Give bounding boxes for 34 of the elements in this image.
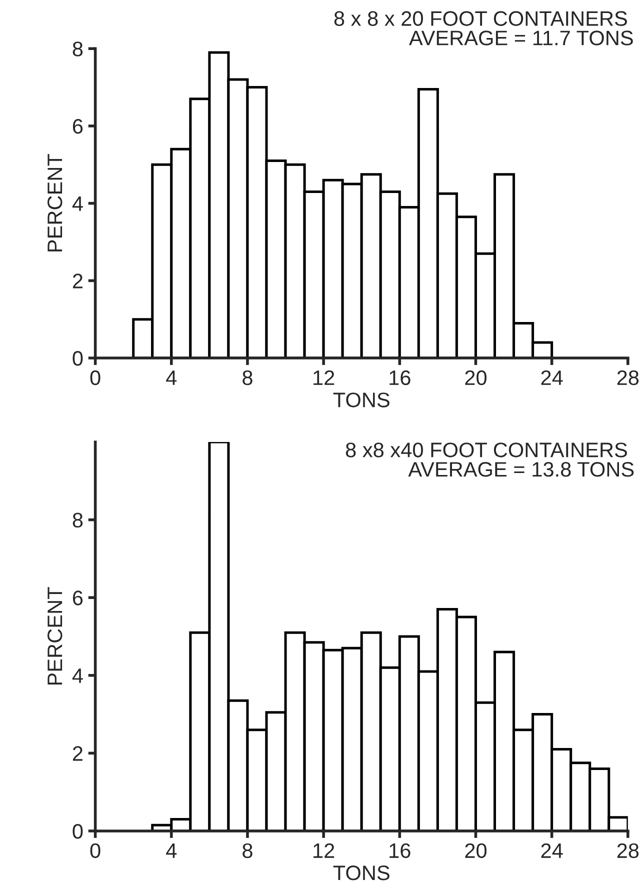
y-tick-label: 6 — [72, 118, 83, 134]
chart-title: 8 x8 x40 FOOT CONTAINERS — [346, 442, 627, 458]
y-tick-label: 4 — [72, 196, 83, 211]
x-tick-label: 0 — [90, 843, 100, 858]
x-tick-label: 16 — [390, 843, 410, 858]
text: AVERAGE = 13.8 TONS — [408, 462, 634, 477]
x-tick-label: 12 — [314, 370, 334, 385]
x-tick-label: 0 — [90, 370, 100, 386]
x-tick-label: 4 — [166, 370, 177, 385]
x-tick-label: 24 — [541, 370, 563, 385]
x-tick-label: 8 — [242, 370, 252, 386]
x-tick-label: 28 — [617, 843, 639, 858]
y-axis-title: PERCENT — [47, 587, 62, 685]
y-tick-label: 8 — [72, 512, 83, 528]
x-tick-label: 12 — [314, 843, 334, 858]
x-tick-label: 20 — [465, 843, 487, 858]
x-tick-label: 20 — [465, 370, 487, 386]
y-tick-label: 0 — [72, 824, 83, 839]
chart-subtitle: AVERAGE = 11.7 TONS — [408, 30, 633, 46]
y-tick-label: 6 — [72, 590, 83, 606]
x-tick-label: 16 — [390, 370, 410, 386]
x-axis-title: TONS — [333, 866, 390, 880]
x-tick-label: 4 — [166, 844, 177, 858]
x-tick-label: 24 — [541, 843, 563, 858]
y-tick-label: 8 — [72, 42, 83, 56]
x-tick-label: 28 — [617, 370, 639, 386]
x-tick-label: 8 — [242, 843, 252, 858]
y-tick-label: 2 — [72, 274, 82, 288]
chart-title: 8 x 8 x 20 FOOT CONTAINERS — [334, 11, 627, 26]
y-tick-label: 4 — [72, 668, 83, 683]
x-axis-title: TONS — [333, 392, 390, 408]
y-axis-title: PERCENT — [47, 154, 62, 252]
y-tick-label: 0 — [72, 351, 83, 366]
y-tick-label: 2 — [72, 746, 82, 761]
